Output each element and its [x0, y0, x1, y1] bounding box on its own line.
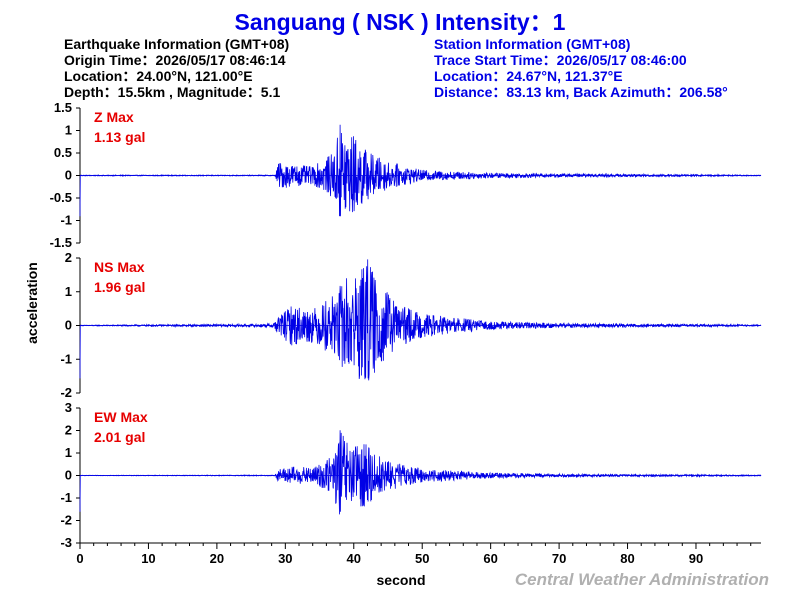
y-tick-label: -1: [60, 213, 72, 228]
y-tick-label: 1: [65, 445, 72, 460]
chart-title: Sanguang ( NSK ) Intensity：1: [234, 9, 566, 35]
y-tick-label: 0.5: [54, 145, 72, 160]
y-tick-label: -2: [60, 513, 72, 528]
x-axis-label: second: [376, 572, 426, 588]
y-tick-label: 2: [65, 250, 72, 265]
max-title: EW Max: [94, 409, 148, 425]
y-tick-label: 1: [65, 123, 72, 138]
distance-azimuth: Distance：83.13 km, Back Azimuth：206.58°: [434, 84, 728, 100]
x-tick-label: 40: [347, 551, 361, 566]
trace-ew: [79, 430, 762, 515]
x-tick-label: 50: [415, 551, 429, 566]
x-tick-label: 0: [76, 551, 83, 566]
x-tick-label: 70: [552, 551, 566, 566]
x-tick-label: 90: [689, 551, 703, 566]
max-value: 1.13 gal: [94, 129, 145, 145]
y-axis-label: acceleration: [24, 262, 40, 344]
y-tick-label: 3: [65, 400, 72, 415]
y-tick-label: 0: [65, 468, 72, 483]
depth-magnitude: Depth：15.5km , Magnitude：5.1: [64, 84, 281, 100]
trace-ns: [79, 259, 762, 381]
y-tick-label: -1.5: [50, 235, 72, 250]
y-tick-label: 0: [65, 318, 72, 333]
station-info-heading: Station Information (GMT+08): [434, 36, 631, 52]
y-tick-label: -0.5: [50, 190, 72, 205]
x-tick-label: 80: [620, 551, 634, 566]
earthquake-info: Earthquake Information (GMT+08) Origin T…: [64, 36, 289, 100]
max-value: 2.01 gal: [94, 429, 145, 445]
epicenter-location: Location：24.00°N, 121.00°E: [64, 68, 253, 84]
y-tick-label: -1: [60, 490, 72, 505]
max-value: 1.96 gal: [94, 279, 145, 295]
y-tick-label: -2: [60, 385, 72, 400]
agency-credit: Central Weather Administration: [514, 570, 769, 589]
y-tick-label: 2: [65, 423, 72, 438]
x-tick-label: 30: [278, 551, 292, 566]
y-tick-label: 1.5: [54, 100, 72, 115]
x-tick-label: 10: [141, 551, 155, 566]
origin-time: Origin Time：2026/05/17 08:46:14: [64, 52, 286, 68]
y-tick-label: -1: [60, 351, 72, 366]
station-info: Station Information (GMT+08) Trace Start…: [434, 36, 728, 100]
station-location: Location：24.67°N, 121.37°E: [434, 68, 623, 84]
trace-start-time: Trace Start Time：2026/05/17 08:46:00: [434, 52, 687, 68]
trace-z: [79, 124, 762, 217]
max-title: Z Max: [94, 109, 134, 125]
y-tick-label: 0: [65, 168, 72, 183]
y-tick-label: 1: [65, 284, 72, 299]
x-tick-label: 60: [483, 551, 497, 566]
y-tick-label: -3: [60, 535, 72, 550]
earthquake-info-heading: Earthquake Information (GMT+08): [64, 36, 290, 52]
x-tick-label: 20: [210, 551, 224, 566]
max-title: NS Max: [94, 259, 145, 275]
